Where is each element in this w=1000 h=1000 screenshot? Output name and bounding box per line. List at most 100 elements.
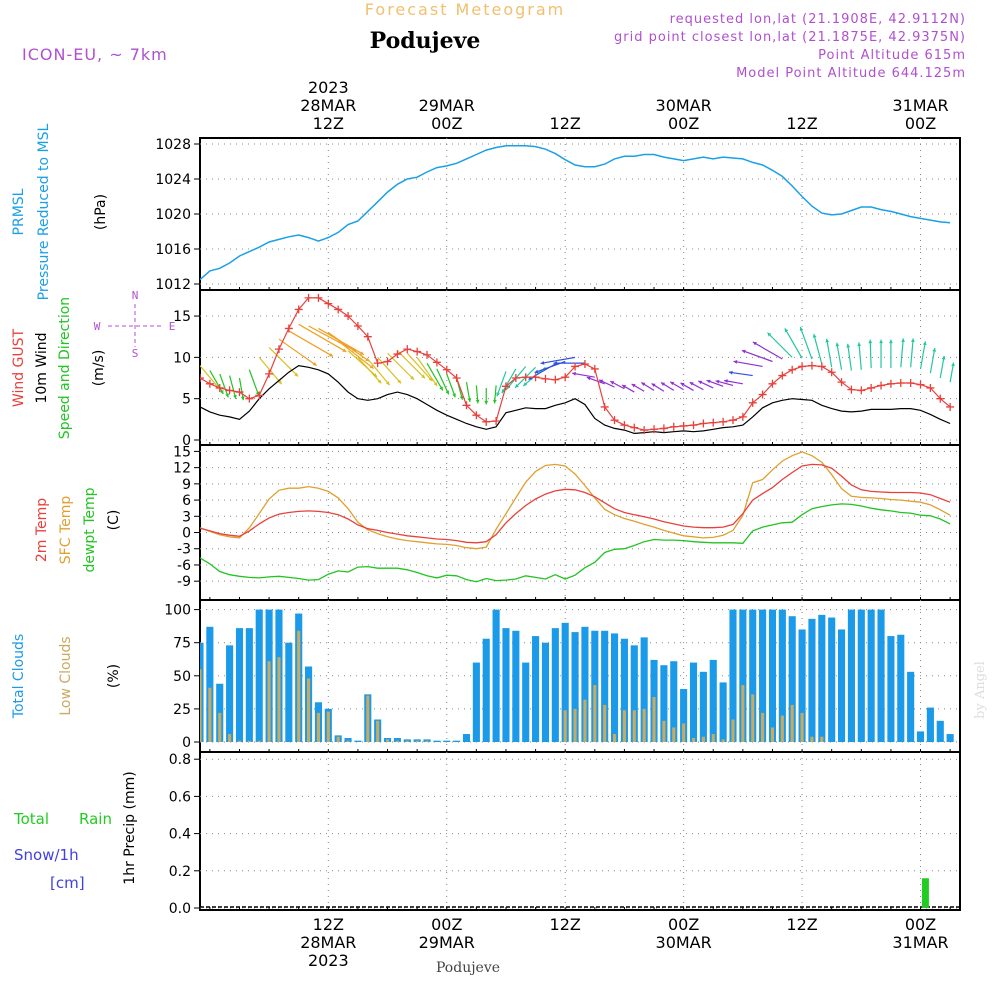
top-time-label: 2023 bbox=[308, 78, 349, 97]
total-cloud-bar bbox=[916, 731, 925, 742]
top-time-label: 28MAR bbox=[300, 96, 356, 115]
gust-point bbox=[511, 374, 520, 383]
pressure-line bbox=[200, 145, 951, 281]
wind-panel: 0 5 10 15 bbox=[173, 289, 961, 449]
gust-point bbox=[817, 362, 826, 371]
gust-point bbox=[413, 347, 422, 356]
total-cloud-bar bbox=[818, 614, 826, 742]
grid-point-coords: grid point closest lon,lat (21.1875E, 42… bbox=[614, 30, 966, 45]
wind-arrows bbox=[200, 323, 955, 405]
wind-arrow bbox=[728, 370, 753, 377]
wind-arrow bbox=[288, 330, 334, 357]
wind-arrow bbox=[752, 341, 783, 360]
gust-point bbox=[255, 391, 264, 400]
wind-label-10m: 10m Wind bbox=[34, 332, 50, 403]
total-cloud-bar bbox=[620, 638, 628, 742]
low-cloud-bar bbox=[385, 739, 390, 742]
precip-panel: 0.0 0.2 0.4 0.6 0.8 bbox=[169, 751, 961, 917]
cloud-unit: (%) bbox=[106, 664, 122, 688]
gust-markers bbox=[200, 293, 955, 435]
bottom-time-label: 00Z bbox=[668, 915, 699, 934]
temp-ytick-label: -6 bbox=[177, 558, 191, 574]
total-cloud-bar bbox=[699, 671, 707, 742]
total-cloud-bar bbox=[680, 689, 688, 742]
wind-arrow bbox=[715, 379, 734, 387]
wind-arrow bbox=[248, 369, 260, 396]
footer-station: Podujeve bbox=[436, 960, 500, 976]
total-cloud-bar bbox=[561, 622, 569, 742]
wind-arrow bbox=[660, 381, 675, 391]
precip-label-total: Total bbox=[13, 810, 49, 828]
bottom-time-label: 00Z bbox=[431, 915, 462, 934]
total-cloud-bar bbox=[610, 633, 619, 742]
total-cloud-bar bbox=[541, 642, 550, 742]
total-cloud-bar bbox=[828, 617, 836, 742]
low-cloud-bar bbox=[366, 695, 370, 742]
gust-point bbox=[867, 383, 876, 392]
wind-arrow bbox=[698, 380, 714, 389]
low-cloud-bar bbox=[415, 740, 419, 742]
low-cloud-bar bbox=[593, 685, 597, 742]
low-cloud-bar bbox=[632, 710, 636, 742]
cloud-bars bbox=[200, 609, 954, 742]
gust-point bbox=[541, 374, 550, 383]
gust-point bbox=[926, 383, 935, 392]
cloud-ytick-label: 0 bbox=[182, 735, 191, 751]
gust-point bbox=[482, 417, 491, 426]
gust-point bbox=[590, 364, 599, 373]
low-cloud-bar bbox=[376, 720, 380, 742]
wind-arrow bbox=[610, 380, 625, 390]
total-cloud-bar bbox=[354, 740, 362, 742]
total-cloud-bar bbox=[226, 645, 234, 742]
gust-point bbox=[877, 381, 886, 390]
low-cloud-bar bbox=[820, 736, 824, 742]
gust-point bbox=[294, 305, 303, 314]
gust-point bbox=[669, 422, 678, 431]
total-cloud-bar bbox=[798, 629, 806, 742]
gust-point bbox=[205, 379, 214, 388]
gust-point bbox=[748, 398, 757, 407]
wind-arrow bbox=[337, 340, 375, 370]
total-cloud-bar bbox=[433, 740, 441, 742]
gust-point bbox=[600, 402, 609, 411]
precip-ytick-label: 0.6 bbox=[169, 789, 191, 805]
temp-label-dew: dewpt Temp bbox=[82, 487, 98, 572]
low-cloud-bar bbox=[573, 708, 577, 742]
wind-arrow bbox=[621, 384, 635, 393]
total-cloud-bar bbox=[670, 661, 678, 742]
total-cloud-bar bbox=[897, 634, 905, 742]
wind-arrow bbox=[553, 361, 585, 366]
wind-arrow bbox=[879, 339, 883, 369]
wind-arrow bbox=[741, 349, 773, 363]
wind-arrow bbox=[706, 379, 724, 387]
total-cloud-bar bbox=[581, 626, 589, 742]
wind-arrow bbox=[857, 342, 862, 370]
temp-label-2m: 2m Temp bbox=[34, 498, 50, 562]
temp-ytick-label: 3 bbox=[182, 509, 191, 525]
bottom-time-label: 29MAR bbox=[419, 933, 475, 952]
precip-ytick-label: 0.2 bbox=[169, 864, 191, 880]
gust-point bbox=[334, 305, 343, 314]
top-time-label: 00Z bbox=[431, 114, 462, 133]
gust-point bbox=[393, 350, 402, 359]
precip-frame bbox=[199, 751, 961, 911]
total-cloud-bar bbox=[285, 642, 293, 742]
pressure-ytick-label: 1024 bbox=[155, 172, 191, 188]
low-cloud-bar bbox=[237, 740, 242, 742]
gust-point bbox=[778, 371, 787, 380]
total-cloud-bar bbox=[857, 609, 865, 742]
total-cloud-bar bbox=[630, 645, 638, 742]
total-cloud-bar bbox=[768, 609, 777, 742]
gust-point bbox=[462, 401, 471, 410]
wind-arrow bbox=[680, 382, 694, 391]
bottom-time-label: 31MAR bbox=[892, 933, 948, 952]
gust-point bbox=[383, 357, 392, 366]
wind-ytick-label: 5 bbox=[182, 392, 191, 408]
low-cloud-bar bbox=[326, 711, 330, 742]
low-cloud-bar bbox=[721, 739, 725, 742]
gust-point bbox=[284, 324, 293, 333]
compass-east: E bbox=[169, 320, 176, 333]
wind-arrow bbox=[846, 343, 853, 371]
total-cloud-bar bbox=[235, 628, 244, 742]
low-cloud-bar bbox=[200, 669, 202, 742]
